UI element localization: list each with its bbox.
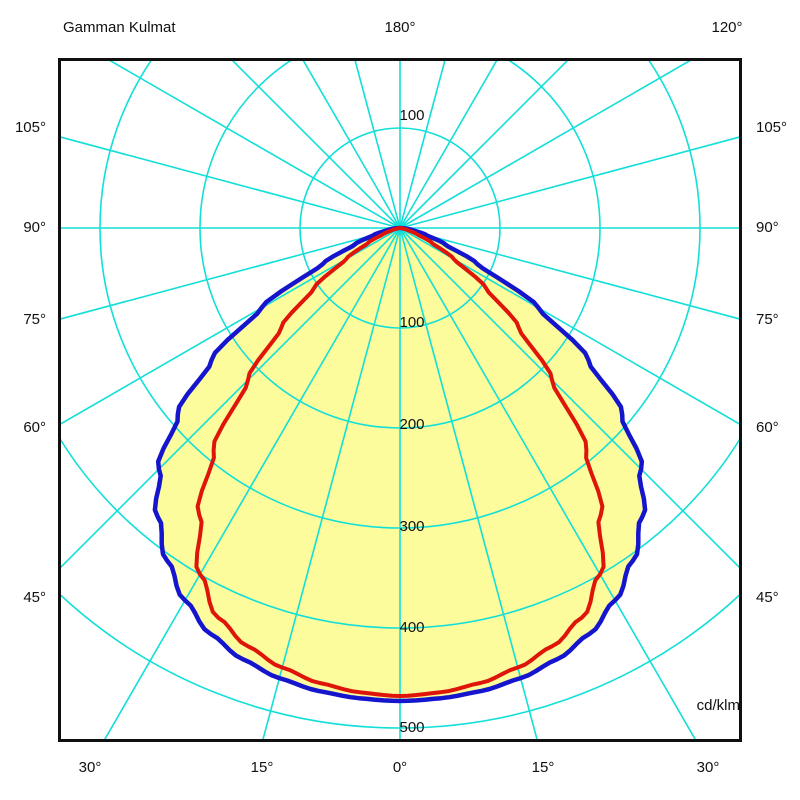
left-angle-label-90: 90° bbox=[23, 219, 46, 236]
right-angle-label-45: 45° bbox=[756, 589, 779, 606]
bottom-angle-label-15-left: 15° bbox=[250, 759, 274, 776]
radial-label-100: 100 bbox=[399, 314, 425, 331]
grid-spoke bbox=[228, 58, 401, 229]
bottom-angle-label-0: 0° bbox=[392, 759, 408, 776]
grid-spoke bbox=[58, 227, 401, 321]
radial-label-300: 300 bbox=[399, 518, 425, 535]
left-angle-label-60: 60° bbox=[23, 419, 46, 436]
bottom-angle-label-30-right: 30° bbox=[696, 759, 720, 776]
right-angle-label-60: 60° bbox=[756, 419, 779, 436]
left-angle-label-105: 105° bbox=[14, 119, 46, 136]
grid-spoke bbox=[399, 227, 742, 321]
left-angle-label-45: 45° bbox=[23, 589, 46, 606]
inner-intensity-curve bbox=[194, 226, 606, 698]
grid-spoke bbox=[399, 227, 742, 572]
right-angle-label-90: 90° bbox=[756, 219, 779, 236]
grid-spoke bbox=[399, 227, 539, 742]
grid-spoke bbox=[102, 227, 401, 742]
outer-intensity-curve bbox=[152, 225, 648, 704]
grid-circle bbox=[58, 591, 742, 729]
grid-spoke bbox=[353, 58, 401, 229]
grid-circle bbox=[299, 127, 501, 329]
grid-spoke bbox=[300, 58, 401, 229]
grid-circle bbox=[99, 58, 701, 529]
grid-spoke bbox=[399, 58, 500, 229]
top-angle-label-180: 180° bbox=[384, 19, 416, 36]
radial-label-500: 500 bbox=[399, 719, 425, 736]
plot-frame bbox=[58, 58, 742, 742]
polar-plot-area bbox=[58, 58, 742, 742]
grid-spoke bbox=[261, 227, 401, 742]
right-angle-label-75: 75° bbox=[756, 311, 779, 328]
grid-spoke bbox=[399, 58, 447, 229]
grid-spoke bbox=[399, 135, 742, 229]
grid-spoke bbox=[399, 58, 697, 229]
grid-spoke bbox=[103, 58, 401, 229]
left-angle-label-75: 75° bbox=[23, 311, 46, 328]
grid-spoke bbox=[399, 227, 698, 742]
right-angle-label-105: 105° bbox=[756, 119, 788, 136]
top-angle-label-120: 120° bbox=[711, 19, 743, 36]
units-label: cd/klm bbox=[696, 697, 740, 714]
grid-spoke bbox=[399, 58, 572, 229]
radial-label-200: 200 bbox=[399, 416, 425, 433]
polar-plot-svg bbox=[58, 58, 742, 742]
bottom-angle-label-15-right: 15° bbox=[531, 759, 555, 776]
bottom-angle-label-30-left: 30° bbox=[78, 759, 102, 776]
grid-circle bbox=[199, 58, 601, 429]
chart-title: Gamman Kulmat bbox=[63, 19, 176, 36]
grid-circle bbox=[58, 433, 742, 629]
radial-label-100-top: 100 bbox=[399, 107, 425, 124]
radial-label-400: 400 bbox=[399, 619, 425, 636]
grid-spoke bbox=[58, 227, 401, 572]
grid-spoke bbox=[58, 135, 401, 229]
